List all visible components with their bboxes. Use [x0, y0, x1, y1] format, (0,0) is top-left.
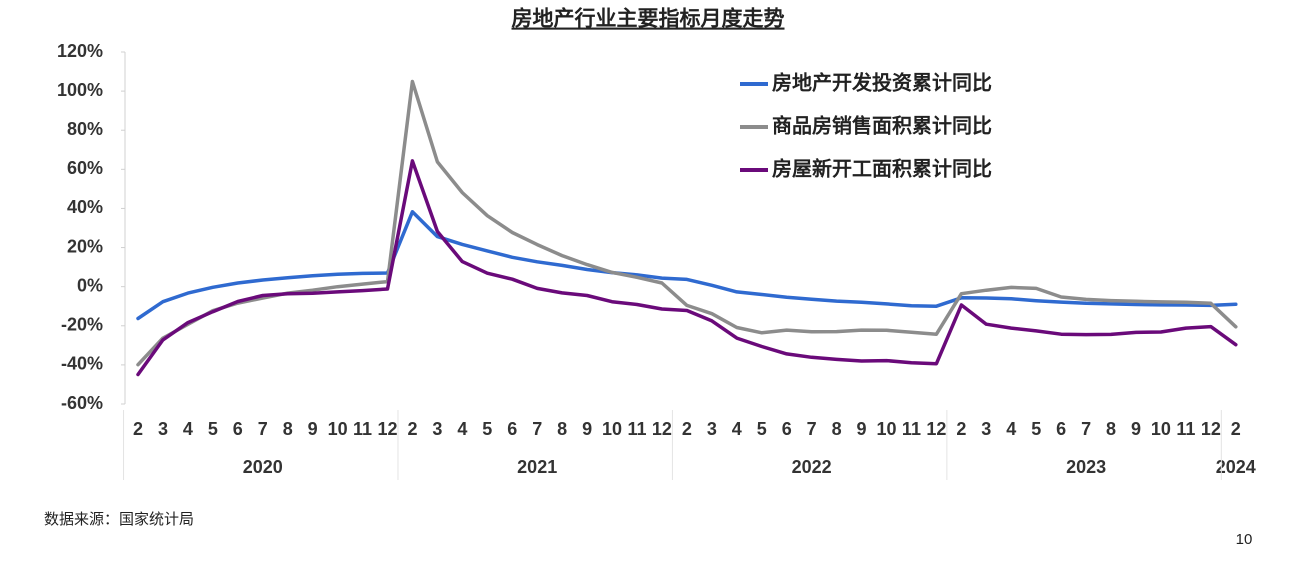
y-tick-label: 100%: [57, 80, 103, 100]
x-tick-label: 10: [876, 419, 896, 439]
x-tick-label: 5: [482, 419, 492, 439]
series-line: [136, 210, 1238, 321]
x-tick-label: 4: [1006, 419, 1016, 439]
x-tick-label: 7: [807, 419, 817, 439]
x-tick-label: 9: [308, 419, 318, 439]
y-tick-label: -40%: [61, 354, 103, 374]
series-line: [136, 159, 1238, 377]
x-tick-label: 2: [407, 419, 417, 439]
y-tick-label: 80%: [67, 119, 103, 139]
y-tick-label: 40%: [67, 197, 103, 217]
x-tick-label: 4: [183, 419, 193, 439]
x-tick-label: 8: [283, 419, 293, 439]
x-tick-label: 4: [732, 419, 742, 439]
x-tick-label: 8: [1106, 419, 1116, 439]
x-tick-label: 3: [158, 419, 168, 439]
x-tick-label: 9: [1131, 419, 1141, 439]
x-tick-label: 12: [1201, 419, 1221, 439]
legend-label: 房屋新开工面积累计同比: [772, 156, 992, 180]
series-line: [136, 79, 1238, 367]
year-label: 2022: [792, 457, 832, 477]
legend-label: 商品房销售面积累计同比: [772, 113, 992, 137]
x-tick-label: 7: [258, 419, 268, 439]
x-tick-label: 7: [532, 419, 542, 439]
x-tick-label: 5: [1031, 419, 1041, 439]
x-tick-label: 5: [757, 419, 767, 439]
y-tick-label: 0%: [77, 275, 103, 295]
x-tick-label: 11: [627, 419, 646, 439]
y-tick-label: 120%: [57, 41, 103, 61]
y-tick-label: -20%: [61, 315, 103, 335]
x-tick-label: 9: [857, 419, 867, 439]
x-tick-label: 11: [902, 419, 921, 439]
year-label: 2020: [243, 457, 283, 477]
x-tick-label: 6: [782, 419, 792, 439]
legend-label: 房地产开发投资累计同比: [772, 70, 992, 94]
x-tick-label: 6: [1056, 419, 1066, 439]
x-tick-label: 9: [582, 419, 592, 439]
page-number: 10: [1236, 531, 1253, 548]
x-tick-label: 3: [432, 419, 442, 439]
year-label: 2024: [1216, 457, 1256, 477]
source-note: 数据来源：国家统计局: [44, 511, 194, 528]
x-tick-label: 12: [652, 419, 672, 439]
year-label: 2023: [1066, 457, 1106, 477]
x-tick-label: 4: [457, 419, 467, 439]
year-label: 2021: [517, 457, 557, 477]
x-tick-label: 3: [981, 419, 991, 439]
y-tick-label: 20%: [67, 236, 103, 256]
x-tick-label: 12: [377, 419, 397, 439]
x-tick-label: 8: [832, 419, 842, 439]
x-tick-label: 3: [707, 419, 717, 439]
x-tick-label: 11: [1176, 419, 1195, 439]
chart-title: 房地产行业主要指标月度走势: [512, 7, 785, 31]
x-tick-label: 12: [926, 419, 946, 439]
y-tick-label: 60%: [67, 158, 103, 178]
x-tick-label: 8: [557, 419, 567, 439]
x-tick-label: 2: [682, 419, 692, 439]
x-tick-label: 2: [956, 419, 966, 439]
x-tick-label: 10: [328, 419, 348, 439]
x-tick-label: 10: [1151, 419, 1171, 439]
x-tick-label: 7: [1081, 419, 1091, 439]
y-tick-label: -60%: [61, 393, 103, 413]
x-tick-label: 2: [1231, 419, 1241, 439]
x-tick-label: 10: [602, 419, 622, 439]
x-tick-label: 5: [208, 419, 218, 439]
x-tick-label: 6: [233, 419, 243, 439]
x-tick-label: 2: [133, 419, 143, 439]
x-tick-label: 6: [507, 419, 517, 439]
x-tick-label: 11: [353, 419, 372, 439]
